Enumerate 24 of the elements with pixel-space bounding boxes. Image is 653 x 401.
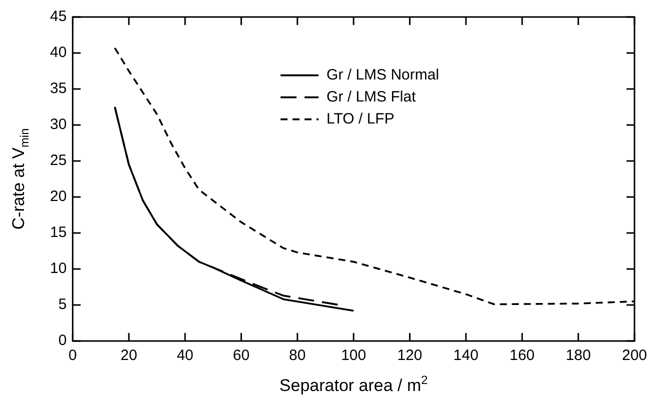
y-axis-title: C-rate at Vmin	[9, 128, 32, 230]
x-tick-label: 60	[232, 347, 250, 364]
x-tick-label: 180	[566, 347, 591, 364]
y-tick-label: 25	[50, 152, 67, 170]
y-tick-label: 30	[50, 116, 67, 134]
x-tick-label: 140	[453, 347, 478, 364]
y-tick-label: 5	[58, 296, 67, 314]
x-tick-label: 100	[341, 347, 366, 364]
legend-label: LTO / LFP	[326, 110, 394, 128]
y-tick-label: 0	[58, 332, 67, 350]
y-tick-label: 35	[50, 80, 67, 98]
x-tick-label: 160	[510, 347, 535, 364]
x-tick-label: 40	[176, 347, 194, 364]
legend-label: Gr / LMS Flat	[326, 88, 417, 106]
x-tick-label: 80	[289, 347, 306, 364]
x-tick-label: 20	[120, 347, 138, 364]
y-tick-label: 15	[50, 224, 67, 242]
x-tick-label: 120	[397, 347, 422, 364]
y-tick-label: 45	[50, 8, 67, 26]
y-tick-label: 40	[50, 44, 67, 62]
legend-label: Gr / LMS Normal	[326, 66, 440, 84]
y-tick-label: 20	[50, 188, 67, 206]
y-tick-label: 10	[50, 260, 67, 278]
x-tick-label: 200	[622, 347, 647, 364]
